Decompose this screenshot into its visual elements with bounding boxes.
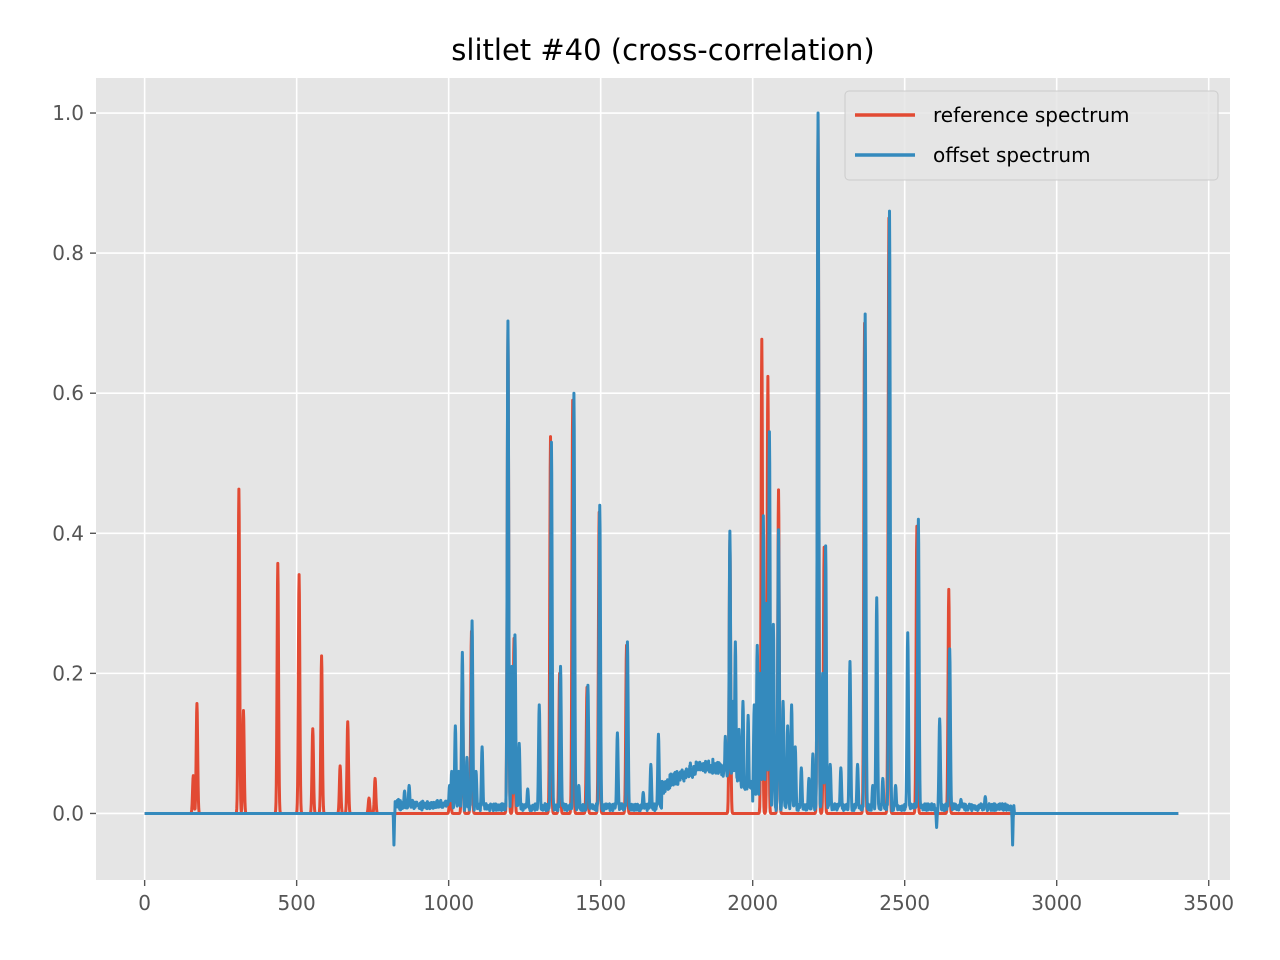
legend-frame <box>844 90 1219 181</box>
x-tick-label: 1000 <box>423 891 474 915</box>
chart-title: slitlet #40 (cross-correlation) <box>451 33 874 67</box>
y-tick-label: 0.0 <box>52 801 84 825</box>
y-tick-label: 0.4 <box>52 521 84 545</box>
y-tick-label: 1.0 <box>52 101 84 125</box>
legend: reference spectrum offset spectrum <box>844 90 1219 181</box>
x-tick-label: 500 <box>278 891 316 915</box>
legend-label-offset: offset spectrum <box>933 143 1091 167</box>
series-group <box>143 111 1180 847</box>
x-tick-label: 3000 <box>1031 891 1082 915</box>
x-tick-label: 1500 <box>575 891 626 915</box>
y-tick-label: 0.2 <box>52 661 84 685</box>
y-tick-label: 0.6 <box>52 381 84 405</box>
x-tick-label: 3500 <box>1183 891 1234 915</box>
legend-label-reference: reference spectrum <box>933 103 1130 127</box>
axis-ticks: 0 500 1000 1500 2000 2500 3000 3500 0.0 0.2 0.4 0.6… <box>52 101 1234 915</box>
series-line-offset <box>143 111 1180 847</box>
y-tick-label: 0.8 <box>52 241 84 265</box>
x-tick-label: 0 <box>138 891 151 915</box>
x-tick-label: 2000 <box>727 891 778 915</box>
plot-area <box>96 78 1230 880</box>
x-tick-label: 2500 <box>879 891 930 915</box>
